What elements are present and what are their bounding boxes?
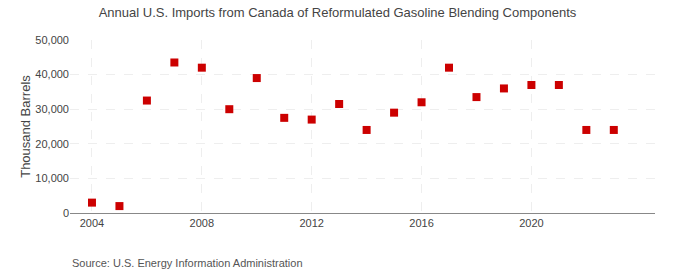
svg-text:Source: U.S. Energy Informatio: Source: U.S. Energy Information Administ… — [72, 257, 303, 269]
svg-text:10,000: 10,000 — [35, 172, 69, 184]
svg-text:0: 0 — [63, 207, 69, 219]
svg-text:2012: 2012 — [299, 217, 323, 229]
svg-text:2004: 2004 — [80, 217, 104, 229]
svg-text:Annual U.S. Imports from Canad: Annual U.S. Imports from Canada of Refor… — [99, 5, 577, 20]
svg-text:20,000: 20,000 — [35, 138, 69, 150]
svg-text:2016: 2016 — [409, 217, 433, 229]
svg-text:2008: 2008 — [190, 217, 214, 229]
svg-text:40,000: 40,000 — [35, 68, 69, 80]
svg-text:Thousand Barrels: Thousand Barrels — [18, 75, 33, 178]
svg-text:50,000: 50,000 — [35, 34, 69, 46]
svg-text:2020: 2020 — [519, 217, 543, 229]
svg-text:30,000: 30,000 — [35, 103, 69, 115]
